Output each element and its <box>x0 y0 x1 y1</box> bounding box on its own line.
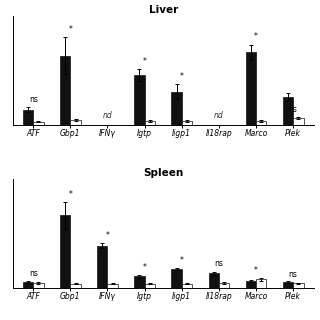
Text: ns: ns <box>289 270 298 279</box>
Bar <box>219 283 229 288</box>
Bar <box>70 284 81 288</box>
Text: ns: ns <box>289 105 298 114</box>
Bar <box>256 121 267 125</box>
Text: ns: ns <box>29 95 38 104</box>
Text: nd: nd <box>103 111 112 120</box>
Text: nd: nd <box>214 111 224 120</box>
Text: ns: ns <box>29 269 38 278</box>
Bar <box>283 282 293 288</box>
Bar <box>172 92 182 125</box>
Text: ns: ns <box>214 260 223 268</box>
Text: *: * <box>254 266 258 275</box>
Bar <box>293 283 304 288</box>
Bar <box>283 97 293 125</box>
Bar <box>23 282 33 288</box>
Bar <box>209 274 219 288</box>
Bar <box>182 121 192 125</box>
Bar <box>246 281 256 288</box>
Bar <box>145 121 155 125</box>
Bar <box>33 283 44 288</box>
Bar <box>256 279 267 288</box>
Text: *: * <box>180 72 184 81</box>
Bar <box>182 284 192 288</box>
Text: *: * <box>143 57 147 66</box>
Text: *: * <box>68 190 72 199</box>
Bar <box>97 246 108 288</box>
Text: *: * <box>68 25 72 34</box>
Bar <box>246 52 256 125</box>
Title: Liver: Liver <box>148 5 178 15</box>
Text: *: * <box>143 263 147 272</box>
Bar <box>293 118 304 125</box>
Bar <box>134 75 145 125</box>
Text: *: * <box>180 256 184 265</box>
Bar <box>60 56 70 125</box>
Bar <box>172 269 182 288</box>
Bar <box>33 122 44 125</box>
Bar <box>145 284 155 288</box>
Bar <box>70 120 81 125</box>
Bar <box>108 284 118 288</box>
Bar <box>23 110 33 125</box>
Bar <box>60 215 70 288</box>
Bar <box>134 276 145 288</box>
Title: Spleen: Spleen <box>143 168 183 179</box>
Text: *: * <box>254 32 258 41</box>
Text: *: * <box>106 231 109 240</box>
